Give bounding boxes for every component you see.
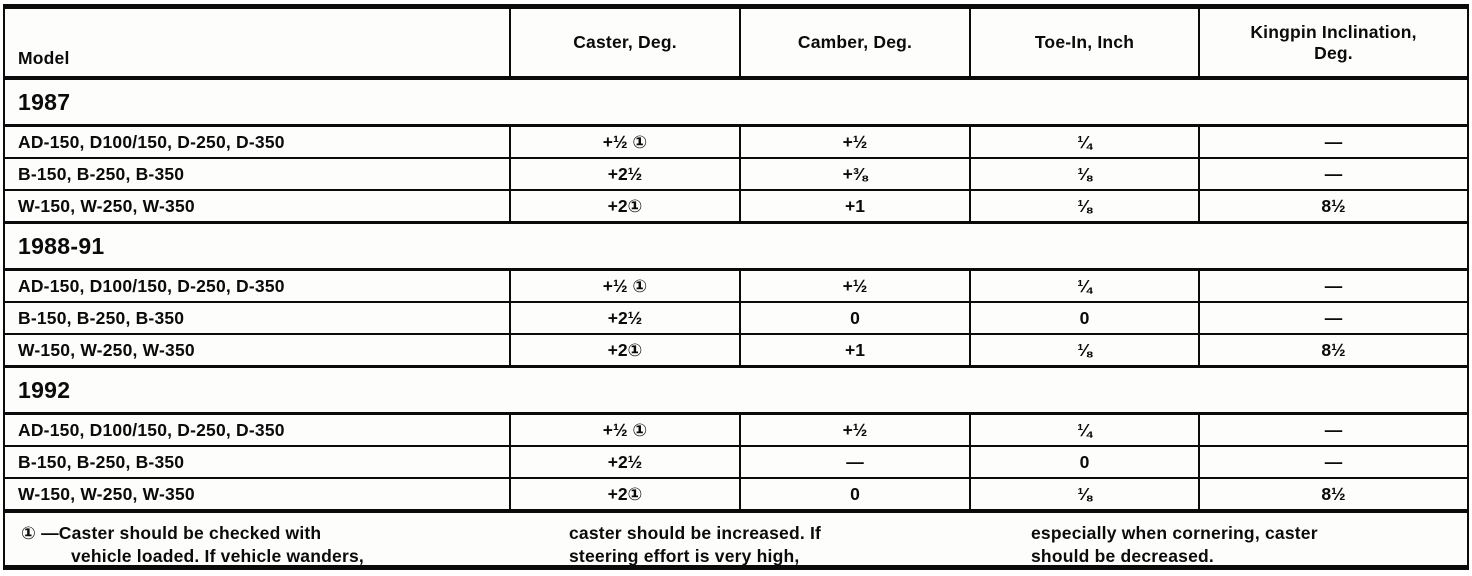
col-header-toe-in: Toe-In, Inch <box>969 9 1199 80</box>
spec-row: AD-150, D100/150, D-250, D-350 +½ ① +½ ¼… <box>5 269 1467 303</box>
model-cell: AD-150, D100/150, D-250, D-350 <box>5 413 510 447</box>
camber-cell: +⅜ <box>739 158 970 191</box>
kingpin-cell: — <box>1198 302 1467 335</box>
model-cell: AD-150, D100/150, D-250, D-350 <box>5 125 510 159</box>
toe-in-cell: ¼ <box>969 269 1199 303</box>
toe-in-cell: ⅛ <box>969 190 1199 224</box>
col-header-kingpin: Kingpin Inclination, Deg. <box>1198 9 1467 80</box>
camber-cell: +1 <box>739 190 970 224</box>
header-row: Model Caster, Deg. Camber, Deg. Toe-In, … <box>5 9 1467 80</box>
footnote-column-3: especially when cornering, caster should… <box>1031 523 1318 566</box>
kingpin-cell: — <box>1198 269 1467 303</box>
caster-cell: +½ ① <box>509 413 740 447</box>
model-cell: AD-150, D100/150, D-250, D-350 <box>5 269 510 303</box>
footnote-column-1: ① —Caster should be checked with vehicle… <box>21 523 364 566</box>
spec-row: B-150, B-250, B-350 +2½ 0 0 — <box>5 302 1467 335</box>
toe-in-cell: ⅛ <box>969 478 1199 513</box>
kingpin-cell: 8½ <box>1198 478 1467 513</box>
model-cell: W-150, W-250, W-350 <box>5 334 510 368</box>
model-cell: W-150, W-250, W-350 <box>5 478 510 513</box>
kingpin-cell: — <box>1198 158 1467 191</box>
caster-cell: +½ ① <box>509 125 740 159</box>
spec-row: W-150, W-250, W-350 +2① +1 ⅛ 8½ <box>5 190 1467 224</box>
kingpin-cell: — <box>1198 125 1467 159</box>
camber-cell: +½ <box>739 269 970 303</box>
toe-in-cell: ⅛ <box>969 334 1199 368</box>
spec-row: AD-150, D100/150, D-250, D-350 +½ ① +½ ¼… <box>5 413 1467 447</box>
footnote-column-2: caster should be increased. If steering … <box>569 523 822 566</box>
caster-cell: +2① <box>509 478 740 513</box>
model-cell: B-150, B-250, B-350 <box>5 302 510 335</box>
col-header-model: Model <box>5 9 510 80</box>
caster-cell: +2① <box>509 334 740 368</box>
toe-in-cell: 0 <box>969 446 1199 479</box>
camber-cell: +½ <box>739 125 970 159</box>
toe-in-cell: 0 <box>969 302 1199 335</box>
alignment-spec-sheet: Model Caster, Deg. Camber, Deg. Toe-In, … <box>3 4 1469 570</box>
col-header-caster: Caster, Deg. <box>509 9 740 80</box>
model-cell: W-150, W-250, W-350 <box>5 190 510 224</box>
kingpin-cell: — <box>1198 413 1467 447</box>
spec-row: W-150, W-250, W-350 +2① 0 ⅛ 8½ <box>5 478 1467 513</box>
caster-cell: +2½ <box>509 158 740 191</box>
camber-cell: 0 <box>739 478 970 513</box>
model-cell: B-150, B-250, B-350 <box>5 158 510 191</box>
camber-cell: +1 <box>739 334 970 368</box>
section-year-row: 1988-91 <box>5 221 1467 271</box>
spec-row: W-150, W-250, W-350 +2① +1 ⅛ 8½ <box>5 334 1467 368</box>
toe-in-cell: ¼ <box>969 125 1199 159</box>
caster-cell: +½ ① <box>509 269 740 303</box>
col-header-camber: Camber, Deg. <box>739 9 970 80</box>
section-year-label: 1987 <box>5 76 1467 127</box>
section-year-row: 1987 <box>5 76 1467 127</box>
kingpin-cell: 8½ <box>1198 190 1467 224</box>
camber-cell: 0 <box>739 302 970 335</box>
spec-row: B-150, B-250, B-350 +2½ — 0 — <box>5 446 1467 479</box>
toe-in-cell: ⅛ <box>969 158 1199 191</box>
caster-footnote: ① —Caster should be checked with vehicle… <box>5 513 1467 566</box>
spec-row: AD-150, D100/150, D-250, D-350 +½ ① +½ ¼… <box>5 125 1467 159</box>
model-cell: B-150, B-250, B-350 <box>5 446 510 479</box>
caster-cell: +2½ <box>509 446 740 479</box>
section-year-label: 1992 <box>5 365 1467 415</box>
spec-row: B-150, B-250, B-350 +2½ +⅜ ⅛ — <box>5 158 1467 191</box>
camber-cell: — <box>739 446 970 479</box>
section-year-row: 1992 <box>5 365 1467 415</box>
camber-cell: +½ <box>739 413 970 447</box>
toe-in-cell: ¼ <box>969 413 1199 447</box>
section-year-label: 1988-91 <box>5 221 1467 271</box>
caster-cell: +2① <box>509 190 740 224</box>
alignment-spec-table: Model Caster, Deg. Camber, Deg. Toe-In, … <box>5 9 1467 513</box>
caster-cell: +2½ <box>509 302 740 335</box>
kingpin-cell: — <box>1198 446 1467 479</box>
kingpin-cell: 8½ <box>1198 334 1467 368</box>
